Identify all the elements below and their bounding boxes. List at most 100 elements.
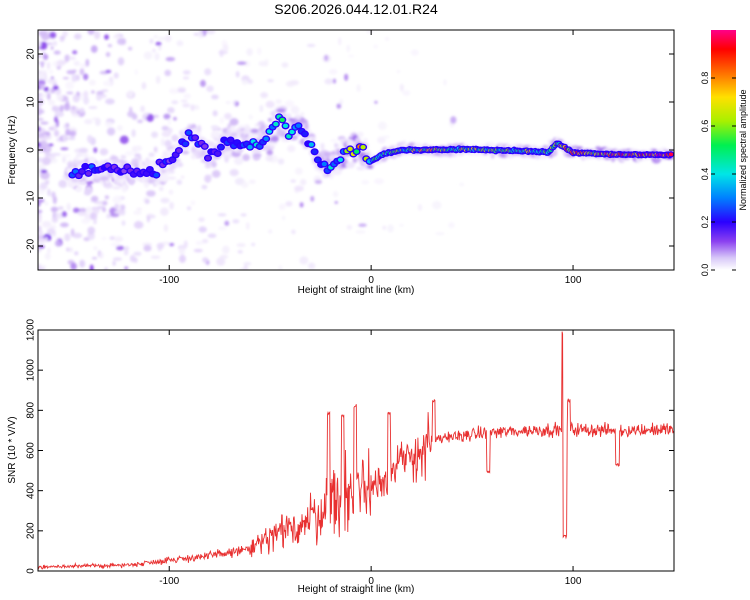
spectrogram-noise-blob <box>291 229 296 235</box>
spectrogram-ridge-core <box>186 130 192 135</box>
spectrogram-noise-blob <box>72 50 78 55</box>
spectrogram-noise-blob <box>114 203 119 210</box>
spectrogram-noise-blob <box>222 245 230 254</box>
spectrogram-noise-blob <box>332 190 339 198</box>
spectrogram-noise-blob <box>278 203 286 211</box>
spectrogram-noise-blob <box>65 81 75 90</box>
spectrogram-noise-blob <box>38 126 41 132</box>
spectrogram-noise-blob <box>259 104 264 113</box>
spectrogram-noise-blob <box>41 156 52 166</box>
spectrogram-noise-blob <box>73 61 80 66</box>
spectrogram-noise-blob <box>56 93 64 102</box>
spectrogram-halo-blob <box>222 154 233 158</box>
spectrogram-noise-blob <box>402 90 411 96</box>
spectrogram-halo-blob <box>134 153 141 157</box>
colorbar-ticks: 0.0 0.2 0.4 0.6 0.8 <box>700 72 736 276</box>
spectrogram-ridge-core <box>286 134 292 139</box>
spectrogram-noise-blob <box>91 117 100 121</box>
spectrogram-halo-blob <box>138 159 143 168</box>
spectrogram-halo-blob <box>275 108 286 113</box>
spectrogram-noise-blob <box>38 200 41 208</box>
spectrogram-noise-blob <box>222 44 229 52</box>
spectrogram-noise-blob <box>113 236 124 242</box>
spectrogram-noise-blob <box>290 179 296 183</box>
spectrogram-noise-blob <box>285 100 295 108</box>
spectrogram-noise-blob <box>46 61 51 70</box>
spectrogram-ridge-core <box>173 152 179 158</box>
spectrogram-noise-blob <box>448 222 455 229</box>
spectrogram-noise-blob <box>198 226 207 233</box>
spectrogram-noise-blob <box>137 119 143 124</box>
spectrogram-halo-blob <box>119 178 124 185</box>
spectrogram-noise-blob <box>169 242 175 247</box>
spectrogram-noise-blob <box>102 207 106 213</box>
spectrogram-noise-blob <box>51 105 61 112</box>
spectrogram-noise-blob <box>69 247 73 253</box>
spectrogram-ridge-core <box>347 146 353 152</box>
spectrogram-noise-blob <box>84 118 93 125</box>
spectrogram-noise-blob <box>374 178 385 185</box>
spectrogram-noise-blob <box>133 251 142 256</box>
spectrogram-ytick-label: -20 <box>26 238 37 253</box>
spectrogram-noise-blob <box>77 211 88 216</box>
colorbar-gradient <box>711 30 736 270</box>
spectrogram-noise-blob <box>236 243 246 248</box>
spectrogram-noise-blob <box>144 113 149 117</box>
spectrogram-halo-blob <box>275 99 282 104</box>
spectrogram-noise-blob <box>94 31 101 40</box>
spectrogram-ridge-core <box>279 117 285 123</box>
spectrogram-x-label: Height of straight line (km) <box>298 285 415 296</box>
spectrogram-noise-blob <box>112 257 123 261</box>
spectrogram-noise-blob <box>176 179 183 185</box>
spectrogram-noise-blob <box>290 105 300 114</box>
spectrogram-noise-blob <box>240 213 247 217</box>
spectrogram-noise-blob <box>96 94 103 101</box>
spectrogram-noise-blob <box>113 72 119 79</box>
spectrogram-noise-blob <box>40 135 47 139</box>
spectrogram-halo-blob <box>250 128 259 134</box>
spectrogram-noise-blob <box>183 240 188 249</box>
snr-series-line <box>38 331 674 570</box>
spectrogram-halo-blob <box>99 148 109 156</box>
spectrogram-noise-blob <box>40 33 51 41</box>
spectrogram-noise-blob <box>204 68 212 76</box>
spectrogram-noise-blob <box>294 185 304 192</box>
spectrogram-ridge-core <box>263 136 269 142</box>
spectrogram-ridge <box>68 113 674 180</box>
spectrogram-noise-blob <box>141 82 147 90</box>
spectrogram-noise-blob <box>72 232 83 239</box>
spectrogram-noise-blob <box>182 70 191 75</box>
spectrogram-noise-blob <box>54 239 62 247</box>
spectrogram-noise-blob <box>124 246 130 251</box>
spectrogram-halo-blob <box>267 117 273 123</box>
spectrogram-noise-blob <box>38 73 46 81</box>
spectrogram-noise-blob <box>44 236 48 243</box>
spectrogram-noise-blob <box>44 201 49 206</box>
spectrogram-ridge-core <box>79 169 85 174</box>
spectrogram-noise-blob <box>69 130 77 137</box>
spectrogram-noise-blob <box>112 186 122 190</box>
spectrogram-noise-blob <box>104 195 110 200</box>
spectrogram-ridge-core <box>85 171 92 176</box>
spectrogram-noise-blob <box>38 247 42 253</box>
spectrogram-noise-blob <box>361 180 370 185</box>
colorbar: 0.0 0.2 0.4 0.6 0.8 Normalized spectral ampl… <box>700 30 748 276</box>
spectrogram-noise-blob <box>277 158 285 165</box>
spectrogram-noise-blob <box>251 242 256 247</box>
snr-ytick-label: 1200 <box>26 318 37 341</box>
spectrogram-noise-blob <box>117 57 125 66</box>
spectrogram-noise-blob <box>83 73 89 81</box>
spectrogram-noise-blob <box>245 222 250 230</box>
spectrogram-noise-blob <box>346 224 353 230</box>
spectrogram-noise-blob <box>102 80 113 87</box>
spectrogram-noise-blob <box>92 207 100 215</box>
spectrogram-noise-blob <box>38 39 42 49</box>
spectrogram-halo-blob <box>74 156 79 161</box>
spectrogram-noise-blob <box>160 207 169 216</box>
spectrogram-noise-blob <box>53 130 60 137</box>
spectrogram-noise-blob <box>94 201 104 205</box>
spectrogram-ridge-core <box>302 131 308 137</box>
spectrogram-halo-blob <box>252 153 262 157</box>
spectrogram-noise-blob <box>268 229 273 234</box>
